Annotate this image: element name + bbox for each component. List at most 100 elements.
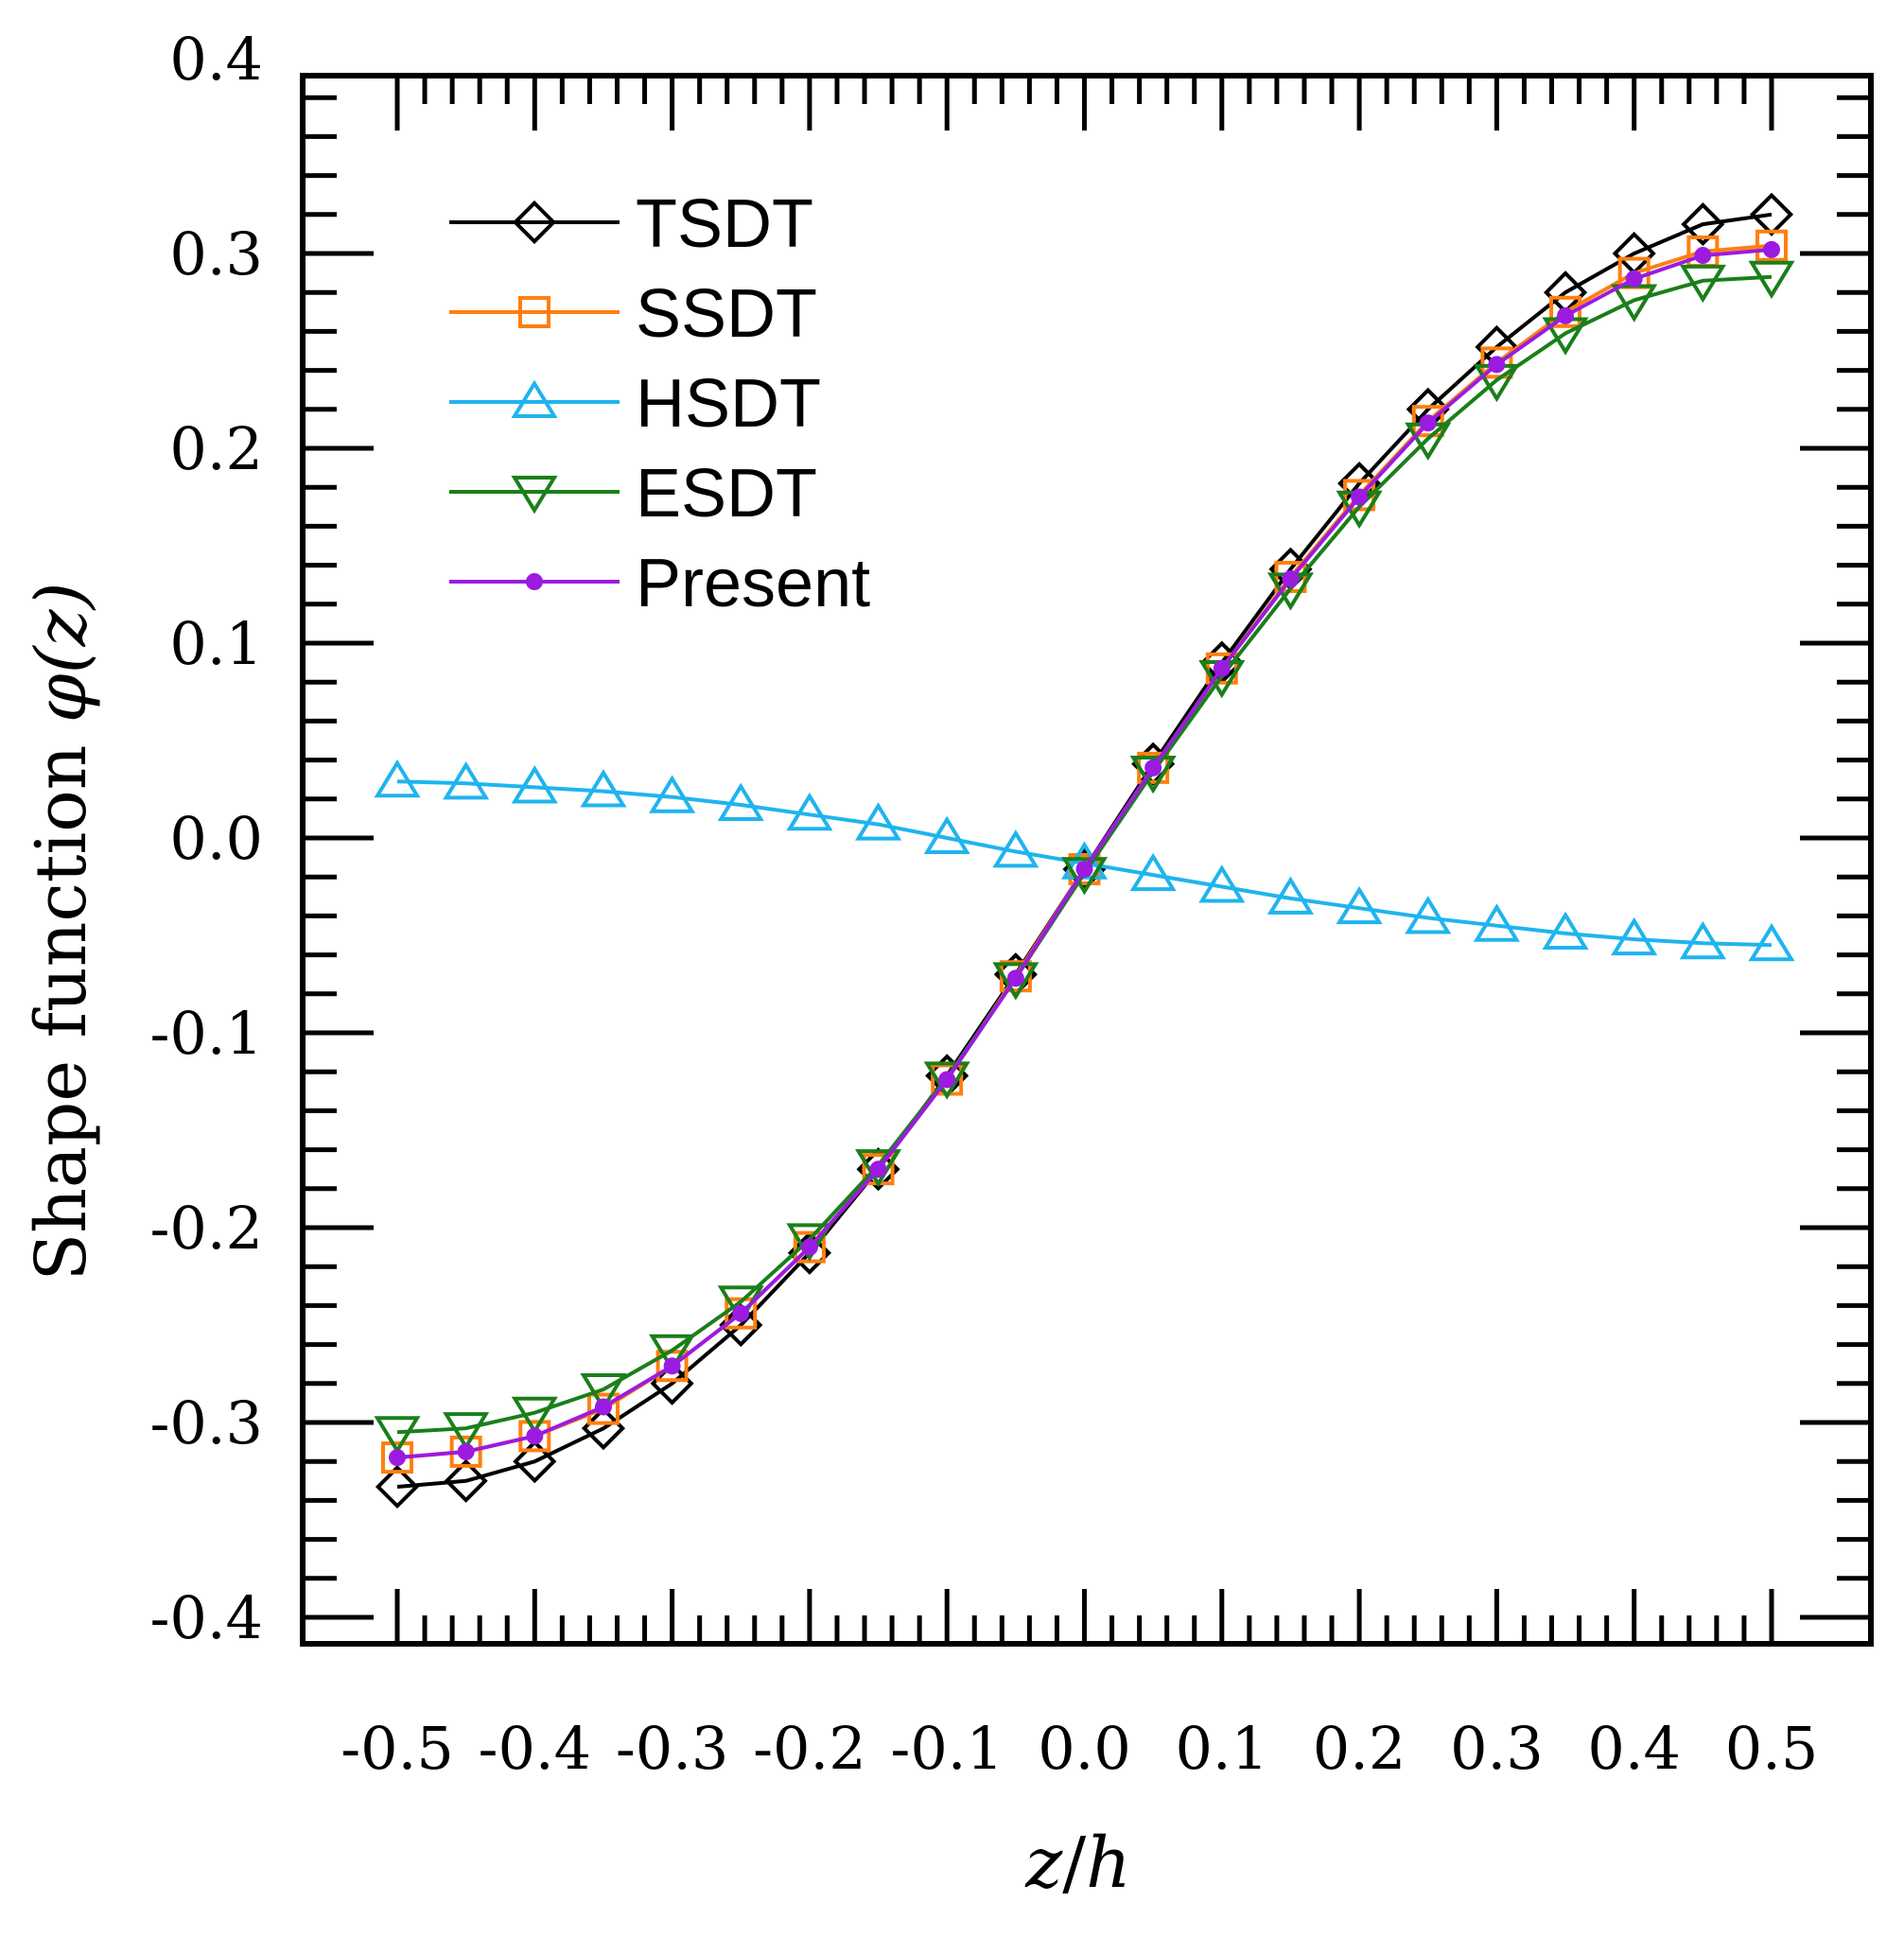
y-axis-title-subscript: (z) (21, 582, 102, 673)
x-axis-title: z/h (1024, 1823, 1131, 1904)
legend-item-ssdt: SSDT (449, 276, 817, 352)
legend-item-tsdt: TSDT (449, 186, 813, 262)
y-tick-label: 0.4 (169, 25, 263, 94)
x-tick-label: -0.1 (890, 1714, 1004, 1783)
x-tick-label: -0.2 (753, 1714, 866, 1783)
data-point-present (1144, 759, 1162, 777)
data-point-hsdt (1473, 903, 1520, 942)
data-point-hsdt (511, 765, 558, 804)
data-point-tsdt (375, 1464, 420, 1509)
plot-frame (300, 73, 1874, 1647)
x-tick-label: 0.3 (1450, 1714, 1544, 1783)
x-axis-title-var: z (1024, 1823, 1063, 1904)
data-point-tsdt (1681, 202, 1725, 247)
legend-label-present: Present (636, 546, 870, 621)
legend-marker-present (526, 573, 543, 590)
data-point-hsdt (1748, 922, 1795, 962)
y-tick-label: -0.2 (149, 1194, 263, 1263)
data-point-esdt (786, 1223, 833, 1262)
y-tick-label: -0.1 (149, 999, 263, 1068)
data-point-hsdt (717, 782, 764, 821)
data-point-esdt (649, 1334, 696, 1373)
data-point-esdt (1679, 264, 1726, 304)
data-point-ssdt (518, 1420, 551, 1453)
x-tick-label: -0.3 (616, 1714, 729, 1783)
legend-label-ssdt: SSDT (636, 276, 817, 352)
y-axis-title-text: Shape function (21, 723, 102, 1281)
data-point-present (938, 1071, 956, 1089)
data-point-esdt (511, 1396, 558, 1436)
y-tick-label: 0.3 (169, 219, 263, 288)
data-point-present (1694, 247, 1712, 265)
data-point-hsdt (854, 802, 902, 841)
data-point-present (1351, 488, 1369, 506)
data-point-present (1419, 414, 1437, 432)
data-point-present (457, 1442, 475, 1460)
x-axis-title-den: h (1086, 1823, 1131, 1904)
data-point-hsdt (1129, 852, 1177, 892)
data-point-present (732, 1304, 750, 1322)
legend-marker-tsdt (512, 200, 557, 245)
data-point-hsdt (923, 815, 970, 854)
data-point-present (1213, 659, 1231, 677)
data-point-hsdt (1611, 916, 1658, 956)
data-point-esdt (374, 1416, 421, 1455)
x-axis-title-sep: / (1062, 1823, 1086, 1904)
data-point-ssdt (1549, 295, 1582, 328)
data-point-hsdt (1405, 896, 1452, 934)
y-axis-title-symbol: φ (21, 673, 102, 723)
chart-series (374, 192, 1795, 1509)
data-point-hsdt (1266, 876, 1315, 915)
data-point-esdt (443, 1412, 490, 1451)
data-point-esdt (1060, 857, 1109, 896)
data-point-esdt (854, 1149, 902, 1188)
data-point-present (869, 1160, 887, 1178)
data-point-esdt (923, 1061, 970, 1100)
data-point-hsdt (580, 769, 627, 808)
x-tick-label: 0.5 (1725, 1714, 1819, 1783)
data-point-ssdt (1756, 229, 1788, 262)
data-point-esdt (580, 1372, 627, 1412)
data-point-esdt (1129, 755, 1177, 794)
data-point-hsdt (443, 760, 490, 800)
series-tsdt (375, 192, 1794, 1509)
chart-ticks (303, 76, 1871, 1644)
x-tick-label: 0.1 (1175, 1714, 1268, 1783)
legend-marker-ssdt (518, 296, 550, 328)
y-tick-label: 0.2 (169, 414, 263, 483)
x-tick-label: -0.4 (479, 1714, 592, 1783)
data-point-present (1625, 270, 1643, 288)
y-tick-label: 0.0 (169, 804, 263, 873)
x-tick-label: 0.4 (1587, 1714, 1681, 1783)
legend-item-present: Present (449, 546, 870, 621)
x-tick-label: -0.5 (341, 1714, 454, 1783)
y-tick-label: -0.4 (149, 1583, 263, 1652)
data-point-esdt (992, 962, 1039, 1001)
legend-label-tsdt: TSDT (636, 186, 813, 262)
data-point-hsdt (374, 759, 421, 798)
y-axis-title: Shape function φ(z) (21, 582, 102, 1281)
data-point-ssdt (1411, 405, 1444, 438)
data-point-ssdt (586, 1392, 620, 1425)
data-point-present (1557, 306, 1575, 324)
legend-item-hsdt: HSDT (449, 366, 821, 442)
legend-marker-hsdt (511, 379, 558, 418)
data-point-present (389, 1449, 406, 1467)
x-tick-label: 0.2 (1313, 1714, 1406, 1783)
data-point-hsdt (992, 829, 1039, 868)
data-point-tsdt (1749, 192, 1794, 236)
data-point-esdt (1611, 284, 1658, 323)
legend-label-hsdt: HSDT (636, 366, 821, 442)
series-present (389, 240, 1780, 1467)
data-point-tsdt (444, 1458, 488, 1503)
data-point-ssdt (1480, 346, 1513, 379)
data-point-hsdt (1542, 911, 1589, 950)
data-point-present (663, 1357, 681, 1375)
legend-marker-esdt (511, 476, 558, 515)
y-tick-label: 0.1 (169, 609, 263, 678)
data-point-hsdt (786, 792, 833, 831)
data-point-esdt (1748, 260, 1795, 300)
y-tick-label: -0.3 (149, 1388, 263, 1457)
x-tick-labels: -0.5 -0.4 -0.3 -0.2 -0.1 0.0 0.1 0.2 0.3 0.4 0.5 (341, 1714, 1818, 1783)
